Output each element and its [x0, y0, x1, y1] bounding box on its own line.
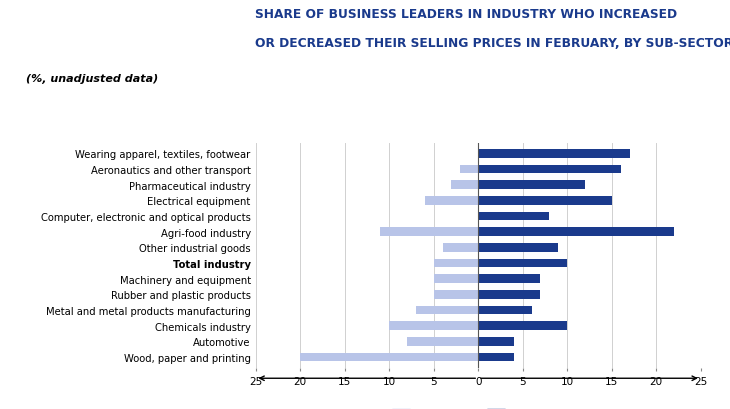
- Bar: [478, 181, 585, 190]
- Legend: Decrease, Increase: Decrease, Increase: [388, 403, 569, 409]
- Bar: [442, 243, 478, 252]
- Text: (%, unadjusted data): (%, unadjusted data): [26, 74, 158, 83]
- Bar: [407, 337, 478, 346]
- Bar: [478, 165, 620, 174]
- Bar: [478, 228, 674, 236]
- Bar: [434, 275, 478, 283]
- Bar: [478, 306, 531, 315]
- Bar: [451, 181, 478, 190]
- Bar: [478, 212, 550, 221]
- Bar: [434, 290, 478, 299]
- Text: OR DECREASED THEIR SELLING PRICES IN FEBRUARY, BY SUB-SECTOR: OR DECREASED THEIR SELLING PRICES IN FEB…: [255, 37, 730, 50]
- Bar: [380, 228, 478, 236]
- Bar: [478, 337, 514, 346]
- Bar: [478, 275, 540, 283]
- Text: SHARE OF BUSINESS LEADERS IN INDUSTRY WHO INCREASED: SHARE OF BUSINESS LEADERS IN INDUSTRY WH…: [255, 8, 677, 21]
- Bar: [416, 306, 478, 315]
- Bar: [478, 197, 612, 205]
- Bar: [461, 165, 478, 174]
- Bar: [389, 321, 478, 330]
- Bar: [478, 150, 629, 158]
- Bar: [478, 243, 558, 252]
- Bar: [478, 290, 540, 299]
- Bar: [478, 353, 514, 362]
- Bar: [434, 259, 478, 268]
- Bar: [300, 353, 478, 362]
- Bar: [478, 321, 567, 330]
- Bar: [425, 197, 478, 205]
- Bar: [478, 259, 567, 268]
